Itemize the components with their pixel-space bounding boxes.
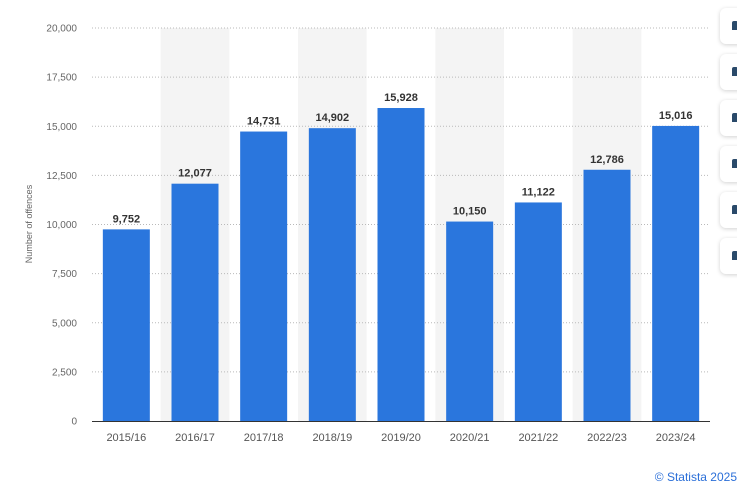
y-tick-label: 5,000 [52, 318, 77, 329]
bar [240, 131, 288, 422]
y-tick-label: 12,500 [46, 171, 77, 182]
bar [377, 108, 425, 421]
x-tick-label: 2019/20 [381, 432, 421, 444]
x-tick-label: 2018/19 [312, 432, 352, 444]
data-label: 15,016 [659, 110, 693, 122]
bar [652, 125, 700, 421]
x-tick-label: 2017/18 [244, 432, 284, 444]
x-tick-label: 2015/16 [106, 432, 146, 444]
x-tick-label: 2016/17 [175, 432, 215, 444]
share-button[interactable] [720, 146, 737, 182]
star-button[interactable] [720, 8, 737, 44]
data-label: 14,902 [316, 112, 350, 124]
x-tick-label: 2020/21 [450, 432, 490, 444]
y-tick-label: 17,500 [46, 73, 77, 84]
bell-icon [732, 67, 737, 76]
settings-button[interactable] [720, 100, 737, 136]
star-icon [732, 21, 737, 30]
print-icon [732, 251, 737, 260]
statista-credit[interactable]: © Statista 2025 [654, 470, 737, 484]
bar [583, 169, 631, 421]
bar [171, 183, 219, 421]
x-tick-label: 2022/23 [587, 432, 627, 444]
quote-icon [732, 205, 737, 214]
data-label: 15,928 [384, 92, 418, 104]
data-label: 10,150 [453, 206, 487, 218]
bar [102, 229, 150, 421]
y-tick-label: 7,500 [52, 269, 77, 280]
bar [308, 128, 356, 421]
y-tick-label: 20,000 [46, 24, 77, 35]
bars [102, 108, 700, 422]
y-tick-label: 2,500 [52, 367, 77, 378]
data-label: 11,122 [522, 186, 555, 198]
y-tick-label: 10,000 [46, 220, 77, 231]
data-label: 9,752 [113, 213, 141, 225]
data-label: 12,077 [178, 168, 212, 180]
y-tick-label: 0 [71, 417, 77, 428]
bar [446, 221, 494, 421]
notification-button[interactable] [720, 54, 737, 90]
x-tick-label: 2023/24 [656, 432, 696, 444]
print-button[interactable] [720, 238, 737, 274]
data-label: 12,786 [590, 154, 624, 166]
y-tick-label: 15,000 [46, 122, 77, 133]
quote-button[interactable] [720, 192, 737, 228]
x-tick-label: 2021/22 [518, 432, 558, 444]
settings-icon [732, 113, 737, 122]
y-axis-ticks: 0 2,500 5,000 7,500 10,000 12,500 15,000 17,500… [46, 24, 77, 428]
bar [514, 202, 562, 421]
share-icon [732, 159, 737, 168]
x-axis-ticks: 2015/16 2016/17 2017/18 2018/19 2019/20 2020/… [106, 432, 695, 444]
data-label: 14,731 [247, 116, 281, 128]
y-axis-label: Number of offences [24, 184, 34, 263]
data-labels: 9,752 12,077 14,731 14,902 15,928 10,150 11,12… [113, 92, 693, 225]
